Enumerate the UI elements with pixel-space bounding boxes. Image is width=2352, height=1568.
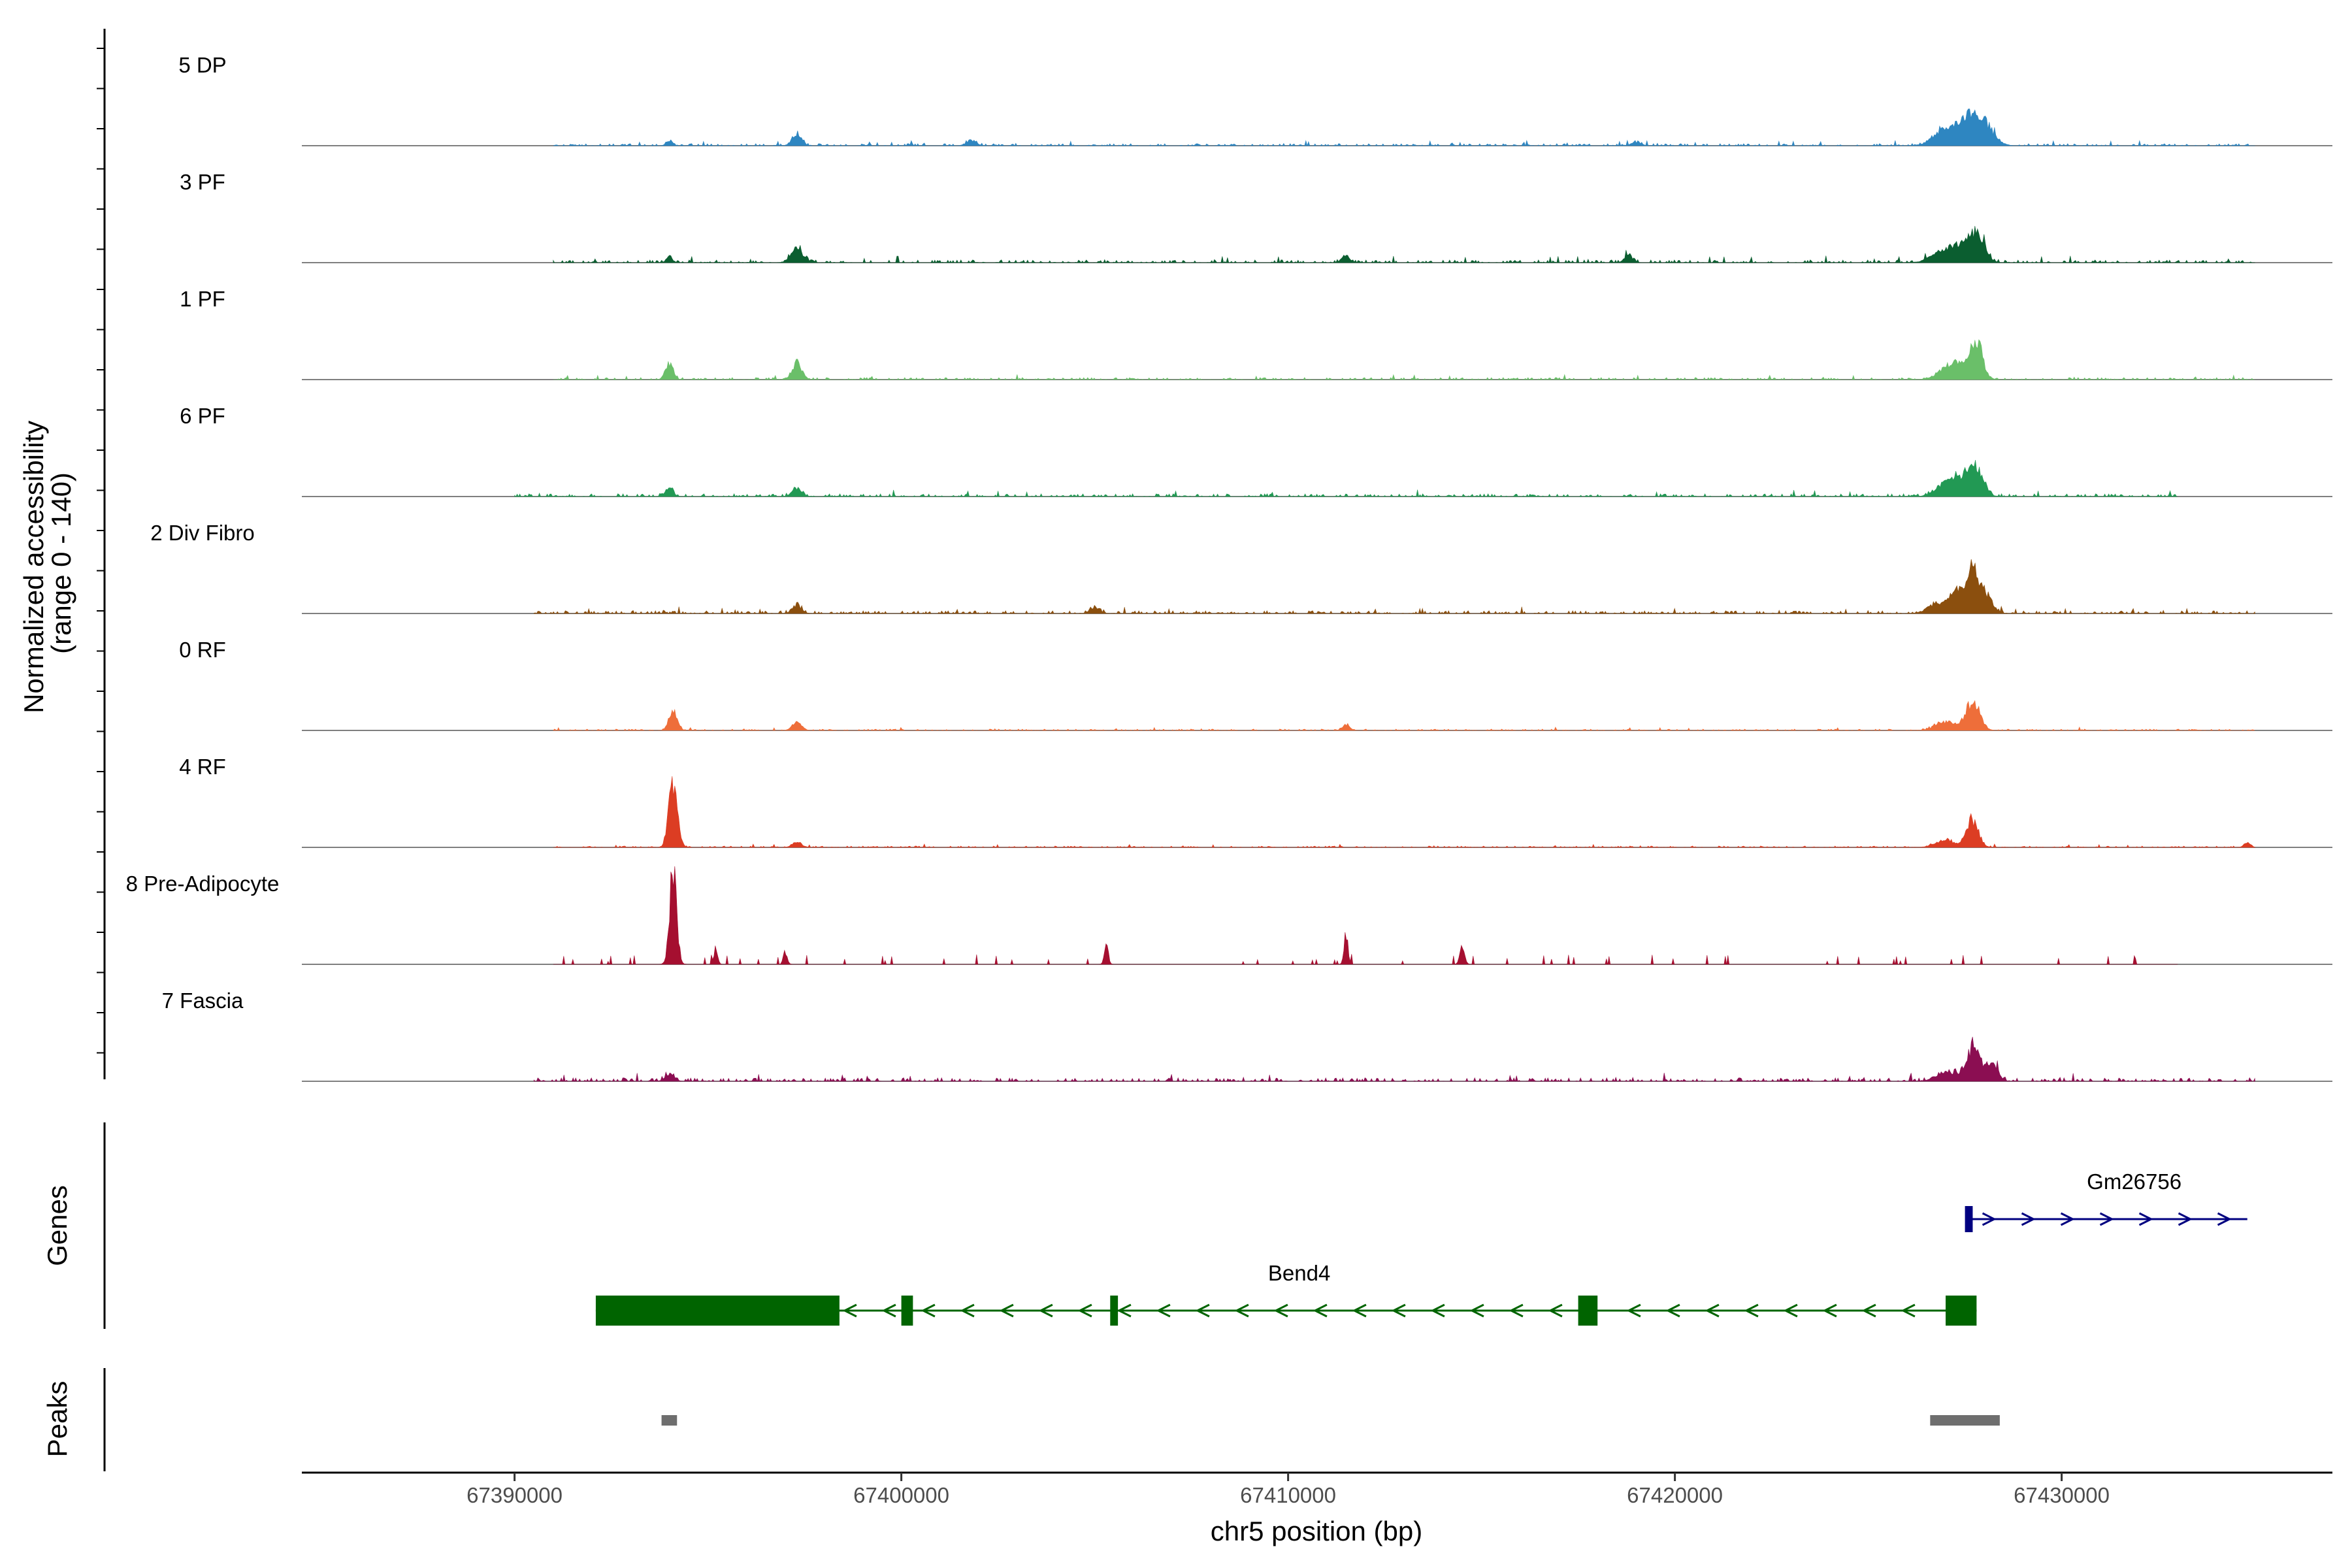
track-2-div-fibro: 2 Div Fibro — [150, 521, 2332, 615]
exon — [1578, 1296, 1598, 1326]
x-tick-label: 67390000 — [466, 1483, 563, 1507]
track-label: 6 PF — [180, 404, 225, 428]
track-0-rf: 0 RF — [179, 638, 2332, 731]
strand-arrow — [1156, 1303, 1171, 1318]
strand-arrow — [842, 1303, 857, 1318]
peaks-panel — [661, 1415, 2000, 1426]
track-5-dp: 5 DP — [178, 53, 2332, 147]
strand-arrow — [1430, 1303, 1445, 1318]
strand-arrow — [1744, 1303, 1759, 1318]
strand-arrow — [1117, 1303, 1132, 1318]
exon — [1110, 1296, 1119, 1326]
coverage-y-axis — [97, 29, 106, 1079]
strand-arrow — [1705, 1303, 1720, 1318]
track-8-pre-adipocyte: 8 Pre-Adipocyte — [126, 866, 2332, 966]
coverage-area — [533, 559, 2255, 615]
strand-arrow — [2060, 1212, 2075, 1226]
strand-arrow — [1077, 1303, 1092, 1318]
strand-arrow — [1901, 1303, 1916, 1318]
y-axis-title-line2: (range 0 - 140) — [46, 472, 76, 654]
strand-arrow — [1626, 1303, 1641, 1318]
x-tick-label: 67400000 — [853, 1483, 949, 1507]
strand-arrow — [1234, 1303, 1249, 1318]
track-label: 1 PF — [180, 287, 225, 311]
exon — [1946, 1296, 1977, 1326]
coverage-area — [553, 776, 2256, 848]
y-axis-title: Normalized accessibility (range 0 - 140) — [18, 413, 76, 713]
peak-region — [1930, 1415, 2000, 1426]
strand-arrow — [1982, 1212, 1997, 1226]
strand-arrow — [1509, 1303, 1524, 1318]
genes-panel-title: Genes — [42, 1185, 73, 1266]
x-tick-label: 67430000 — [2014, 1483, 2110, 1507]
genes-panel: Gm26756 Bend4 — [595, 1169, 2247, 1326]
strand-arrow — [1783, 1303, 1798, 1318]
track-label: 8 Pre-Adipocyte — [126, 872, 280, 896]
x-tick-label: 67410000 — [1240, 1483, 1336, 1507]
strand-arrow — [1195, 1303, 1210, 1318]
strand-arrow — [2099, 1212, 2114, 1226]
track-label: 4 RF — [179, 755, 226, 779]
strand-arrow — [2138, 1212, 2153, 1226]
coverage-area — [553, 866, 2178, 966]
gene-label: Gm26756 — [2087, 1169, 2181, 1194]
strand-arrow — [1861, 1303, 1876, 1318]
strand-arrow — [1273, 1303, 1288, 1318]
coverage-area — [553, 339, 2255, 380]
x-axis: 67390000 67400000 67410000 67420000 67430000 — [302, 1471, 2332, 1507]
track-label: 5 DP — [178, 53, 226, 77]
strand-arrow — [999, 1303, 1014, 1318]
exon — [901, 1296, 913, 1326]
coverage-tracks: 5 DP 3 PF 1 PF 6 PF 2 Div Fibro 0 RF 4 RF 8 Pre… — [126, 53, 2332, 1083]
gene-label: Bend4 — [1268, 1261, 1330, 1285]
strand-arrow — [2217, 1212, 2232, 1226]
strand-arrow — [1665, 1303, 1680, 1318]
strand-arrow — [960, 1303, 975, 1318]
strand-arrow — [1469, 1303, 1484, 1318]
strand-arrow — [1352, 1303, 1367, 1318]
track-label: 0 RF — [179, 638, 226, 662]
track-3-pf: 3 PF — [180, 170, 2332, 263]
coverage-area — [553, 225, 2255, 263]
strand-arrow — [1313, 1303, 1328, 1318]
coverage-area — [553, 108, 2255, 147]
strand-arrow — [2021, 1212, 2036, 1226]
track-label: 3 PF — [180, 170, 225, 194]
gene-gm26756: Gm26756 — [1965, 1169, 2247, 1232]
track-label: 7 Fascia — [162, 988, 244, 1013]
strand-arrow — [881, 1303, 896, 1318]
strand-arrow — [1391, 1303, 1406, 1318]
strand-arrow — [1822, 1303, 1837, 1318]
track-7-fascia: 7 Fascia — [162, 988, 2332, 1083]
exon — [1965, 1206, 1973, 1232]
track-1-pf: 1 PF — [180, 287, 2332, 380]
gene-bend4: Bend4 — [595, 1261, 1977, 1326]
x-tick-label: 67420000 — [1627, 1483, 1723, 1507]
track-label: 2 Div Fibro — [150, 521, 255, 545]
coverage-area — [533, 1036, 2255, 1083]
track-6-pf: 6 PF — [180, 404, 2332, 497]
exon — [595, 1296, 840, 1326]
peak-region — [661, 1415, 678, 1426]
x-axis-title: chr5 position (bp) — [1211, 1516, 1423, 1546]
coverage-area — [553, 700, 2255, 731]
track-4-rf: 4 RF — [179, 755, 2332, 848]
strand-arrow — [921, 1303, 936, 1318]
strand-arrow — [2178, 1212, 2193, 1226]
strand-arrow — [1548, 1303, 1563, 1318]
strand-arrow — [1038, 1303, 1053, 1318]
peaks-panel-title: Peaks — [42, 1381, 73, 1458]
coverage-area — [514, 460, 2178, 497]
y-axis-title-line1: Normalized accessibility — [18, 421, 49, 713]
